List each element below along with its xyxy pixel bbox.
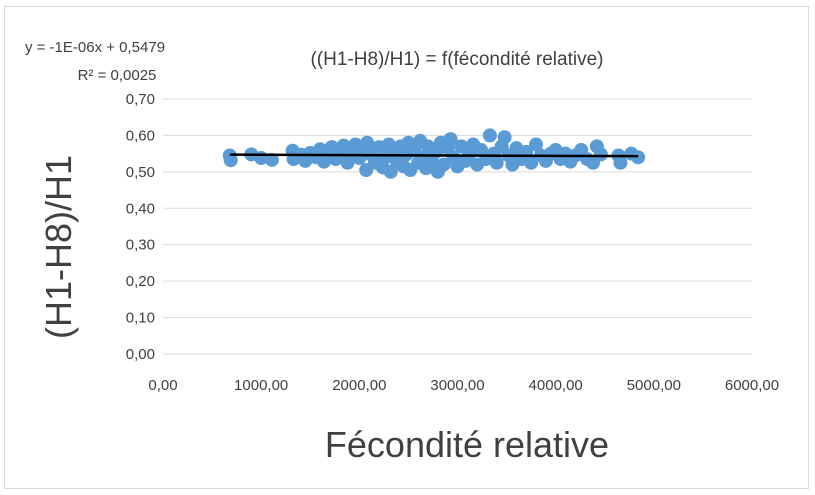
x-tick-label: 5000,00 — [627, 377, 681, 394]
data-points — [222, 128, 646, 179]
y-tick-label: 0,10 — [126, 310, 155, 327]
data-point — [497, 130, 512, 145]
y-tick-label: 0,40 — [126, 200, 155, 217]
data-point — [529, 137, 544, 152]
data-point — [613, 155, 628, 170]
y-tick-label: 0,60 — [126, 127, 155, 144]
y-tick-label: 0,00 — [126, 346, 155, 363]
data-point — [223, 153, 238, 168]
x-tick-label: 0,00 — [148, 377, 177, 394]
gridlines — [163, 98, 752, 355]
trendline — [229, 153, 639, 158]
data-point — [264, 152, 279, 167]
data-point — [336, 138, 351, 153]
data-point — [383, 164, 398, 179]
chart-area: 0,00 0,10 0,20 0,30 0,40 0,50 0,60 0,70 0,00 100… — [4, 6, 809, 489]
data-point — [436, 157, 451, 172]
data-point — [482, 128, 497, 143]
y-axis-ticks: 0,00 0,10 0,20 0,30 0,40 0,50 0,60 0,70 — [126, 91, 155, 363]
data-point — [443, 132, 458, 147]
y-tick-label: 0,30 — [126, 237, 155, 254]
x-axis-title: Fécondité relative — [325, 424, 609, 465]
y-tick-label: 0,50 — [126, 164, 155, 181]
data-point — [524, 155, 539, 170]
x-axis-ticks: 0,00 1000,00 2000,00 3000,00 4000,00 5000,00 6… — [148, 377, 779, 394]
trendline-r-squared: R² = 0,0025 — [78, 67, 157, 84]
y-tick-label: 0,20 — [126, 273, 155, 290]
scatter-chart: 0,00 0,10 0,20 0,30 0,40 0,50 0,60 0,70 0,00 100… — [25, 39, 779, 465]
trendline-equation: y = -1E-06x + 0,5479 — [25, 39, 165, 56]
x-tick-label: 3000,00 — [430, 377, 484, 394]
x-tick-label: 4000,00 — [529, 377, 583, 394]
trendline-group — [229, 153, 639, 158]
x-tick-label: 1000,00 — [234, 377, 288, 394]
x-tick-label: 6000,00 — [725, 377, 779, 394]
chart-title: ((H1-H8)/H1) = f(fécondité relative) — [310, 49, 603, 70]
data-point — [631, 150, 646, 165]
y-tick-label: 0,70 — [126, 91, 155, 108]
data-point — [489, 155, 504, 170]
data-point — [593, 147, 608, 162]
y-axis-title: (H1-H8)/H1 — [38, 155, 79, 339]
data-point — [360, 135, 375, 150]
x-tick-label: 2000,00 — [332, 377, 386, 394]
